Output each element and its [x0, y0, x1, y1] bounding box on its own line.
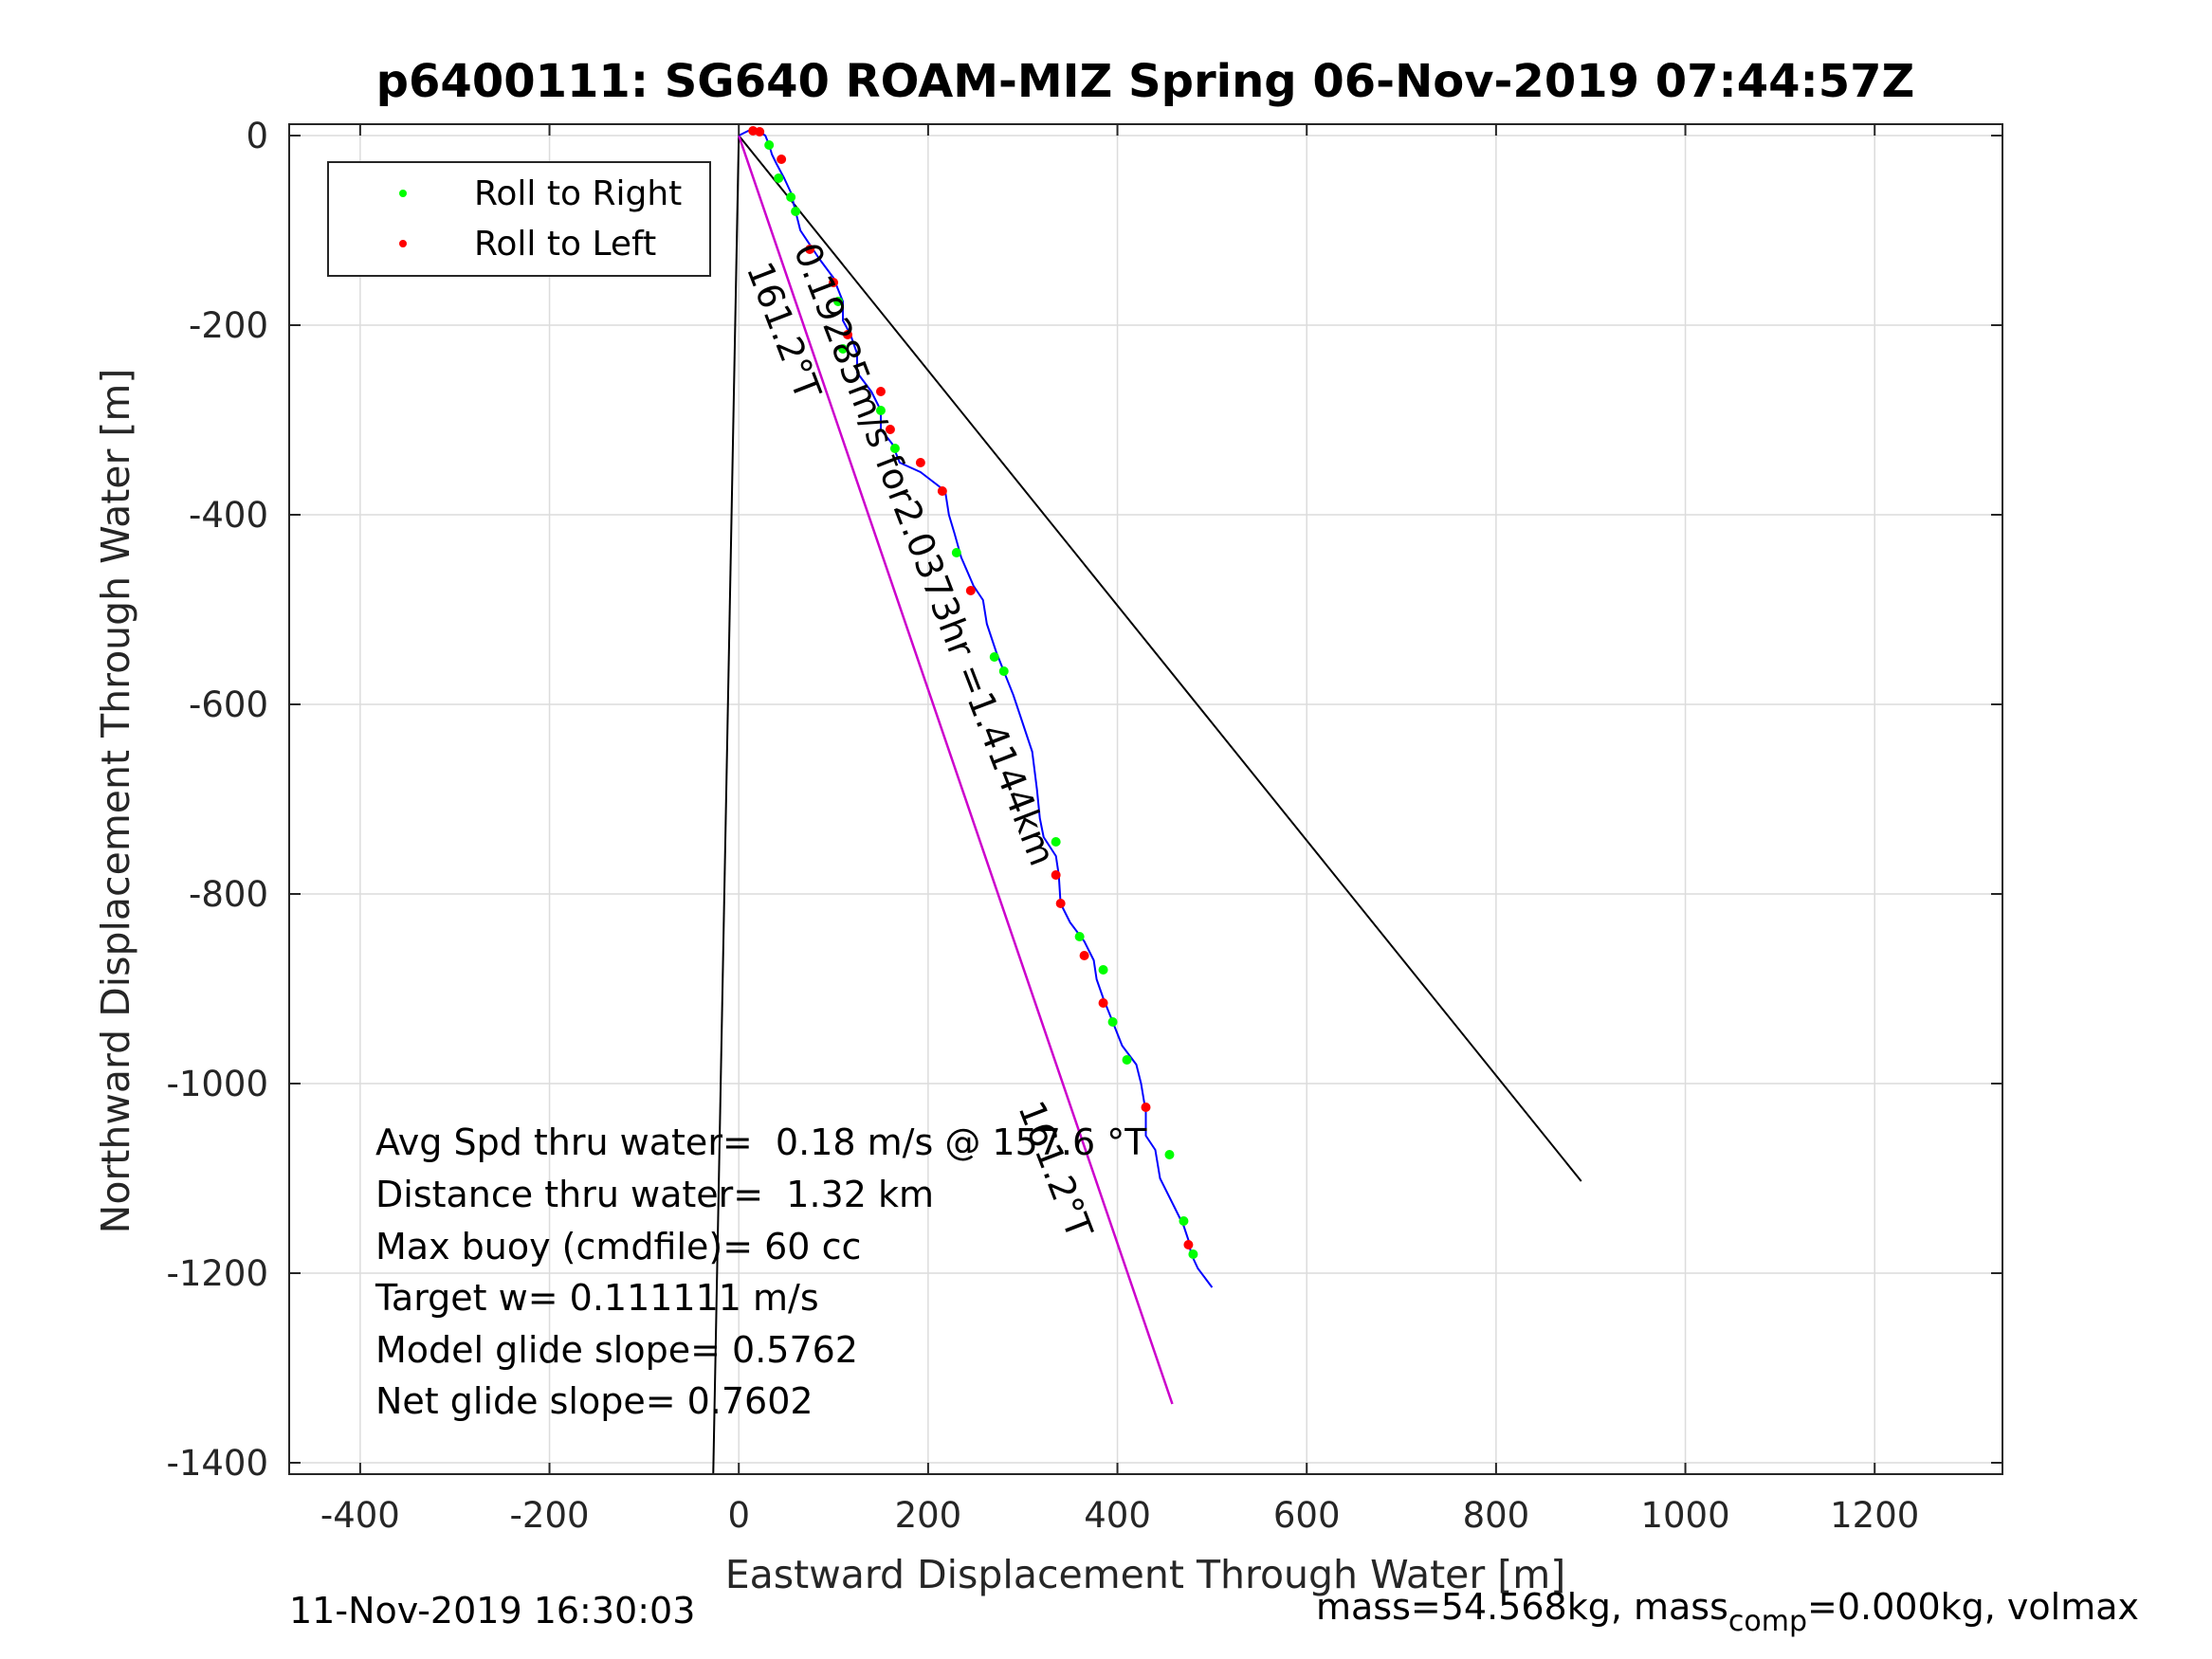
y-tick-label: -600 — [189, 684, 268, 725]
roll-left-point — [915, 458, 925, 467]
roll-markers — [748, 126, 1198, 1259]
track-line — [738, 130, 1214, 1288]
roll-left-point — [843, 330, 853, 339]
roll-left-point — [755, 127, 765, 137]
x-tick-label: -200 — [510, 1495, 590, 1536]
y-axis-label: Northward Displacement Through Water [m] — [93, 369, 138, 1234]
y-tick-label: -1400 — [166, 1443, 268, 1484]
roll-left-point — [1051, 870, 1061, 880]
x-tick-label: 0 — [727, 1495, 750, 1536]
roll-right-point — [1051, 837, 1061, 847]
footer-mass-suffix: =0.000kg, volmax — [1807, 1586, 2139, 1628]
roll-right-point — [1122, 1055, 1132, 1065]
x-tick-label: 800 — [1463, 1495, 1530, 1536]
roll-right-point — [1107, 1017, 1118, 1027]
stat-target-w: Target w= 0.111111 m/s — [375, 1277, 819, 1319]
roll-right-point — [1188, 1249, 1198, 1259]
roll-right-point — [833, 297, 844, 306]
bounding-rays — [712, 135, 1582, 1475]
y-tick-label: 0 — [246, 116, 268, 156]
roll-right-point — [764, 140, 775, 150]
y-tick-label: -1000 — [166, 1064, 268, 1104]
roll-left-point — [1183, 1240, 1194, 1249]
roll-right-point — [791, 207, 801, 216]
roll-right-point — [1098, 965, 1108, 975]
stat-distance: Distance thru water= 1.32 km — [375, 1174, 934, 1215]
roll-left-point — [965, 586, 976, 595]
stat-model-glide-slope: Model glide slope= 0.5762 — [375, 1329, 858, 1371]
y-tick-label: -400 — [189, 495, 268, 536]
bounding-ray — [712, 135, 740, 1475]
plot-area — [289, 124, 2002, 1474]
roll-right-point — [889, 444, 900, 453]
legend-marker-roll-left — [399, 240, 407, 247]
roll-left-point — [805, 245, 815, 254]
roll-left-point — [1098, 998, 1108, 1008]
roll-left-point — [777, 155, 787, 164]
footer-mass-subscript: comp — [1728, 1605, 1807, 1638]
roll-right-point — [875, 406, 886, 415]
roll-left-point — [937, 486, 947, 496]
roll-right-point — [998, 666, 1009, 676]
x-axis-label: Eastward Displacement Through Water [m] — [725, 1552, 1565, 1597]
roll-left-point — [1055, 899, 1066, 908]
roll-right-point — [1074, 932, 1085, 941]
bounding-ray — [738, 135, 1582, 1182]
grid-lines — [289, 124, 2002, 1474]
roll-right-point — [1164, 1150, 1175, 1159]
chart-title: p6400111: SG640 ROAM-MIZ Spring 06-Nov-2… — [376, 55, 1915, 108]
x-tick-label: -400 — [320, 1495, 400, 1536]
track-series — [738, 130, 1214, 1288]
x-tick-label: 400 — [1084, 1495, 1151, 1536]
stats-text-block: Avg Spd thru water= 0.18 m/s @ 157.6 °T … — [375, 1121, 1147, 1422]
x-tick-label: 200 — [895, 1495, 962, 1536]
legend-label-roll-left: Roll to Left — [474, 225, 656, 264]
legend: Roll to Right Roll to Left — [327, 161, 711, 277]
roll-right-point — [951, 548, 961, 557]
y-tick-label: -800 — [189, 874, 268, 915]
roll-right-point — [774, 173, 784, 183]
roll-right-point — [838, 344, 849, 354]
stat-max-buoy: Max buoy (cmdfile)= 60 cc — [375, 1226, 861, 1267]
x-tick-label: 1000 — [1640, 1495, 1729, 1536]
legend-label-roll-right: Roll to Right — [474, 174, 682, 213]
roll-right-point — [1179, 1216, 1189, 1226]
plot-frame — [288, 123, 2003, 1475]
footer-timestamp: 11-Nov-2019 16:30:03 — [289, 1590, 695, 1632]
x-tick-label: 1200 — [1830, 1495, 1919, 1536]
roll-left-point — [1141, 1103, 1151, 1112]
roll-left-point — [1079, 951, 1089, 960]
y-tick-label: -200 — [189, 305, 268, 346]
footer-mass-prefix: mass=54.568kg, mass — [1316, 1586, 1728, 1628]
stat-net-glide-slope: Net glide slope= 0.7602 — [375, 1380, 814, 1422]
heading-line — [738, 135, 1174, 1405]
y-tick-label: -1200 — [166, 1253, 268, 1294]
axis-ticks: -400 -200 0 200 400 600 800 1000 1200 0 -200 -400 -6… — [166, 116, 2002, 1536]
roll-right-point — [989, 652, 999, 662]
roll-left-point — [829, 278, 839, 287]
roll-left-point — [875, 387, 886, 396]
x-tick-label: 600 — [1273, 1495, 1341, 1536]
legend-marker-roll-right — [399, 190, 407, 197]
roll-right-point — [786, 192, 796, 202]
legend-box — [327, 161, 711, 277]
roll-left-point — [885, 425, 895, 434]
footer-mass-info: mass=54.568kg, masscomp=0.000kg, volmax — [1316, 1586, 2139, 1638]
stat-avg-speed: Avg Spd thru water= 0.18 m/s @ 157.6 °T — [375, 1121, 1147, 1163]
